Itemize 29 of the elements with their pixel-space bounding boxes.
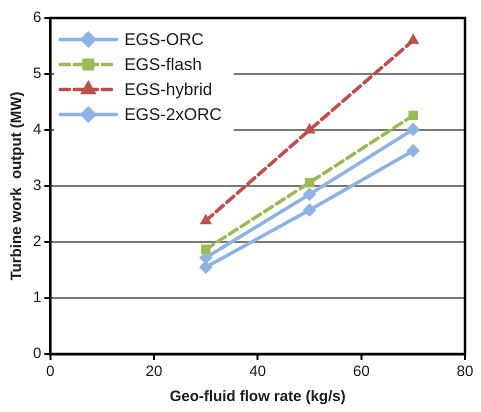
y-tick-label: 1 [33, 289, 42, 306]
y-tick-label: 6 [33, 9, 42, 26]
legend-label: EGS-hybrid [124, 80, 212, 100]
y-tick-label: 2 [33, 233, 42, 250]
x-axis-title: Geo-fluid flow rate (kg/s) [170, 388, 346, 406]
y-tick-label: 4 [33, 121, 42, 138]
point [200, 214, 212, 224]
legend-label: EGS-2xORC [124, 105, 222, 124]
point [408, 110, 418, 120]
legend-label: EGS-flash [124, 55, 202, 74]
y-axis-title: Turbine work output (MW) [8, 92, 26, 280]
y-tick-label: 0 [33, 345, 42, 362]
legend-label: EGS-ORC [124, 30, 204, 50]
y-tick-label: 3 [33, 177, 42, 194]
point [303, 188, 316, 201]
point [304, 178, 314, 188]
point [406, 144, 420, 158]
point [407, 34, 419, 44]
x-tick-label: 60 [352, 363, 370, 380]
x-tick-label: 0 [46, 363, 55, 380]
x-tick-label: 40 [249, 363, 266, 380]
y-tick-label: 5 [33, 65, 42, 82]
x-tick-label: 20 [146, 363, 162, 380]
point [201, 244, 211, 254]
point [304, 124, 316, 134]
point [406, 122, 420, 136]
point [303, 204, 316, 217]
x-tick-label: 80 [456, 363, 474, 380]
point [199, 260, 212, 274]
